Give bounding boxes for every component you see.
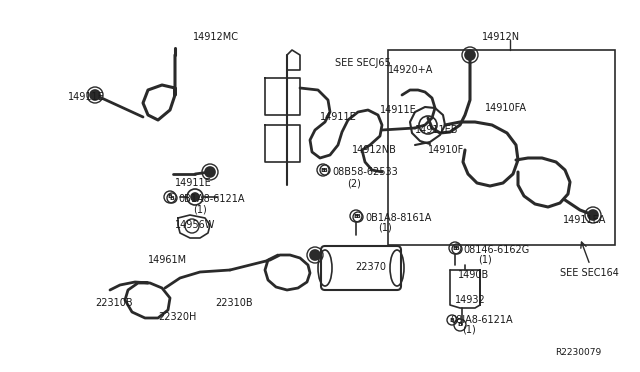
Circle shape	[588, 210, 598, 220]
Text: 14911E: 14911E	[68, 92, 105, 102]
Text: B: B	[321, 167, 325, 173]
Text: 22310B: 22310B	[95, 298, 132, 308]
Text: 14932: 14932	[455, 295, 486, 305]
Text: B: B	[452, 246, 458, 250]
Circle shape	[205, 167, 215, 177]
Text: B: B	[458, 323, 463, 327]
Circle shape	[90, 90, 100, 100]
Text: 14911EB: 14911EB	[415, 125, 458, 135]
Text: 14912NB: 14912NB	[352, 145, 397, 155]
Text: 22320H: 22320H	[158, 312, 196, 322]
Text: 0B1A8-6121A: 0B1A8-6121A	[178, 194, 244, 204]
Text: 22310B: 22310B	[215, 298, 253, 308]
Text: 14961M: 14961M	[148, 255, 187, 265]
Text: 14910FA: 14910FA	[485, 103, 527, 113]
Text: (1): (1)	[378, 223, 392, 233]
Text: 08B58-62533: 08B58-62533	[332, 167, 397, 177]
Text: SEE SECJ65: SEE SECJ65	[335, 58, 391, 68]
Text: R2230079: R2230079	[555, 348, 601, 357]
Text: SEE SEC164: SEE SEC164	[560, 268, 619, 278]
Text: (2): (2)	[347, 178, 361, 188]
Text: B: B	[454, 247, 460, 251]
Text: 0B1A8-8161A: 0B1A8-8161A	[365, 213, 431, 223]
Text: B: B	[356, 215, 360, 219]
Text: 08146-6162G: 08146-6162G	[463, 245, 529, 255]
Text: B: B	[168, 195, 172, 199]
Text: 22370: 22370	[355, 262, 386, 272]
Circle shape	[310, 250, 320, 260]
Text: 14912N: 14912N	[482, 32, 520, 42]
Text: 08IA8-6121A: 08IA8-6121A	[450, 315, 513, 325]
Text: 14911E: 14911E	[175, 178, 212, 188]
Text: B: B	[353, 214, 358, 218]
Text: 14910F: 14910F	[428, 145, 464, 155]
Text: (1): (1)	[193, 205, 207, 215]
Text: 14911EA: 14911EA	[563, 215, 606, 225]
Circle shape	[465, 50, 475, 60]
Text: B: B	[170, 196, 175, 201]
Text: 14912MC: 14912MC	[193, 32, 239, 42]
Text: 1490B: 1490B	[458, 270, 489, 280]
Text: 14956W: 14956W	[175, 220, 216, 230]
Text: (1): (1)	[478, 255, 492, 265]
Text: B: B	[323, 167, 328, 173]
Bar	[388, 50, 615, 245]
Text: 14911E: 14911E	[380, 105, 417, 115]
Text: 14911E: 14911E	[320, 112, 356, 122]
Text: B: B	[449, 317, 454, 323]
Text: (1): (1)	[462, 325, 476, 335]
Circle shape	[191, 193, 199, 201]
Text: 14920+A: 14920+A	[388, 65, 433, 75]
